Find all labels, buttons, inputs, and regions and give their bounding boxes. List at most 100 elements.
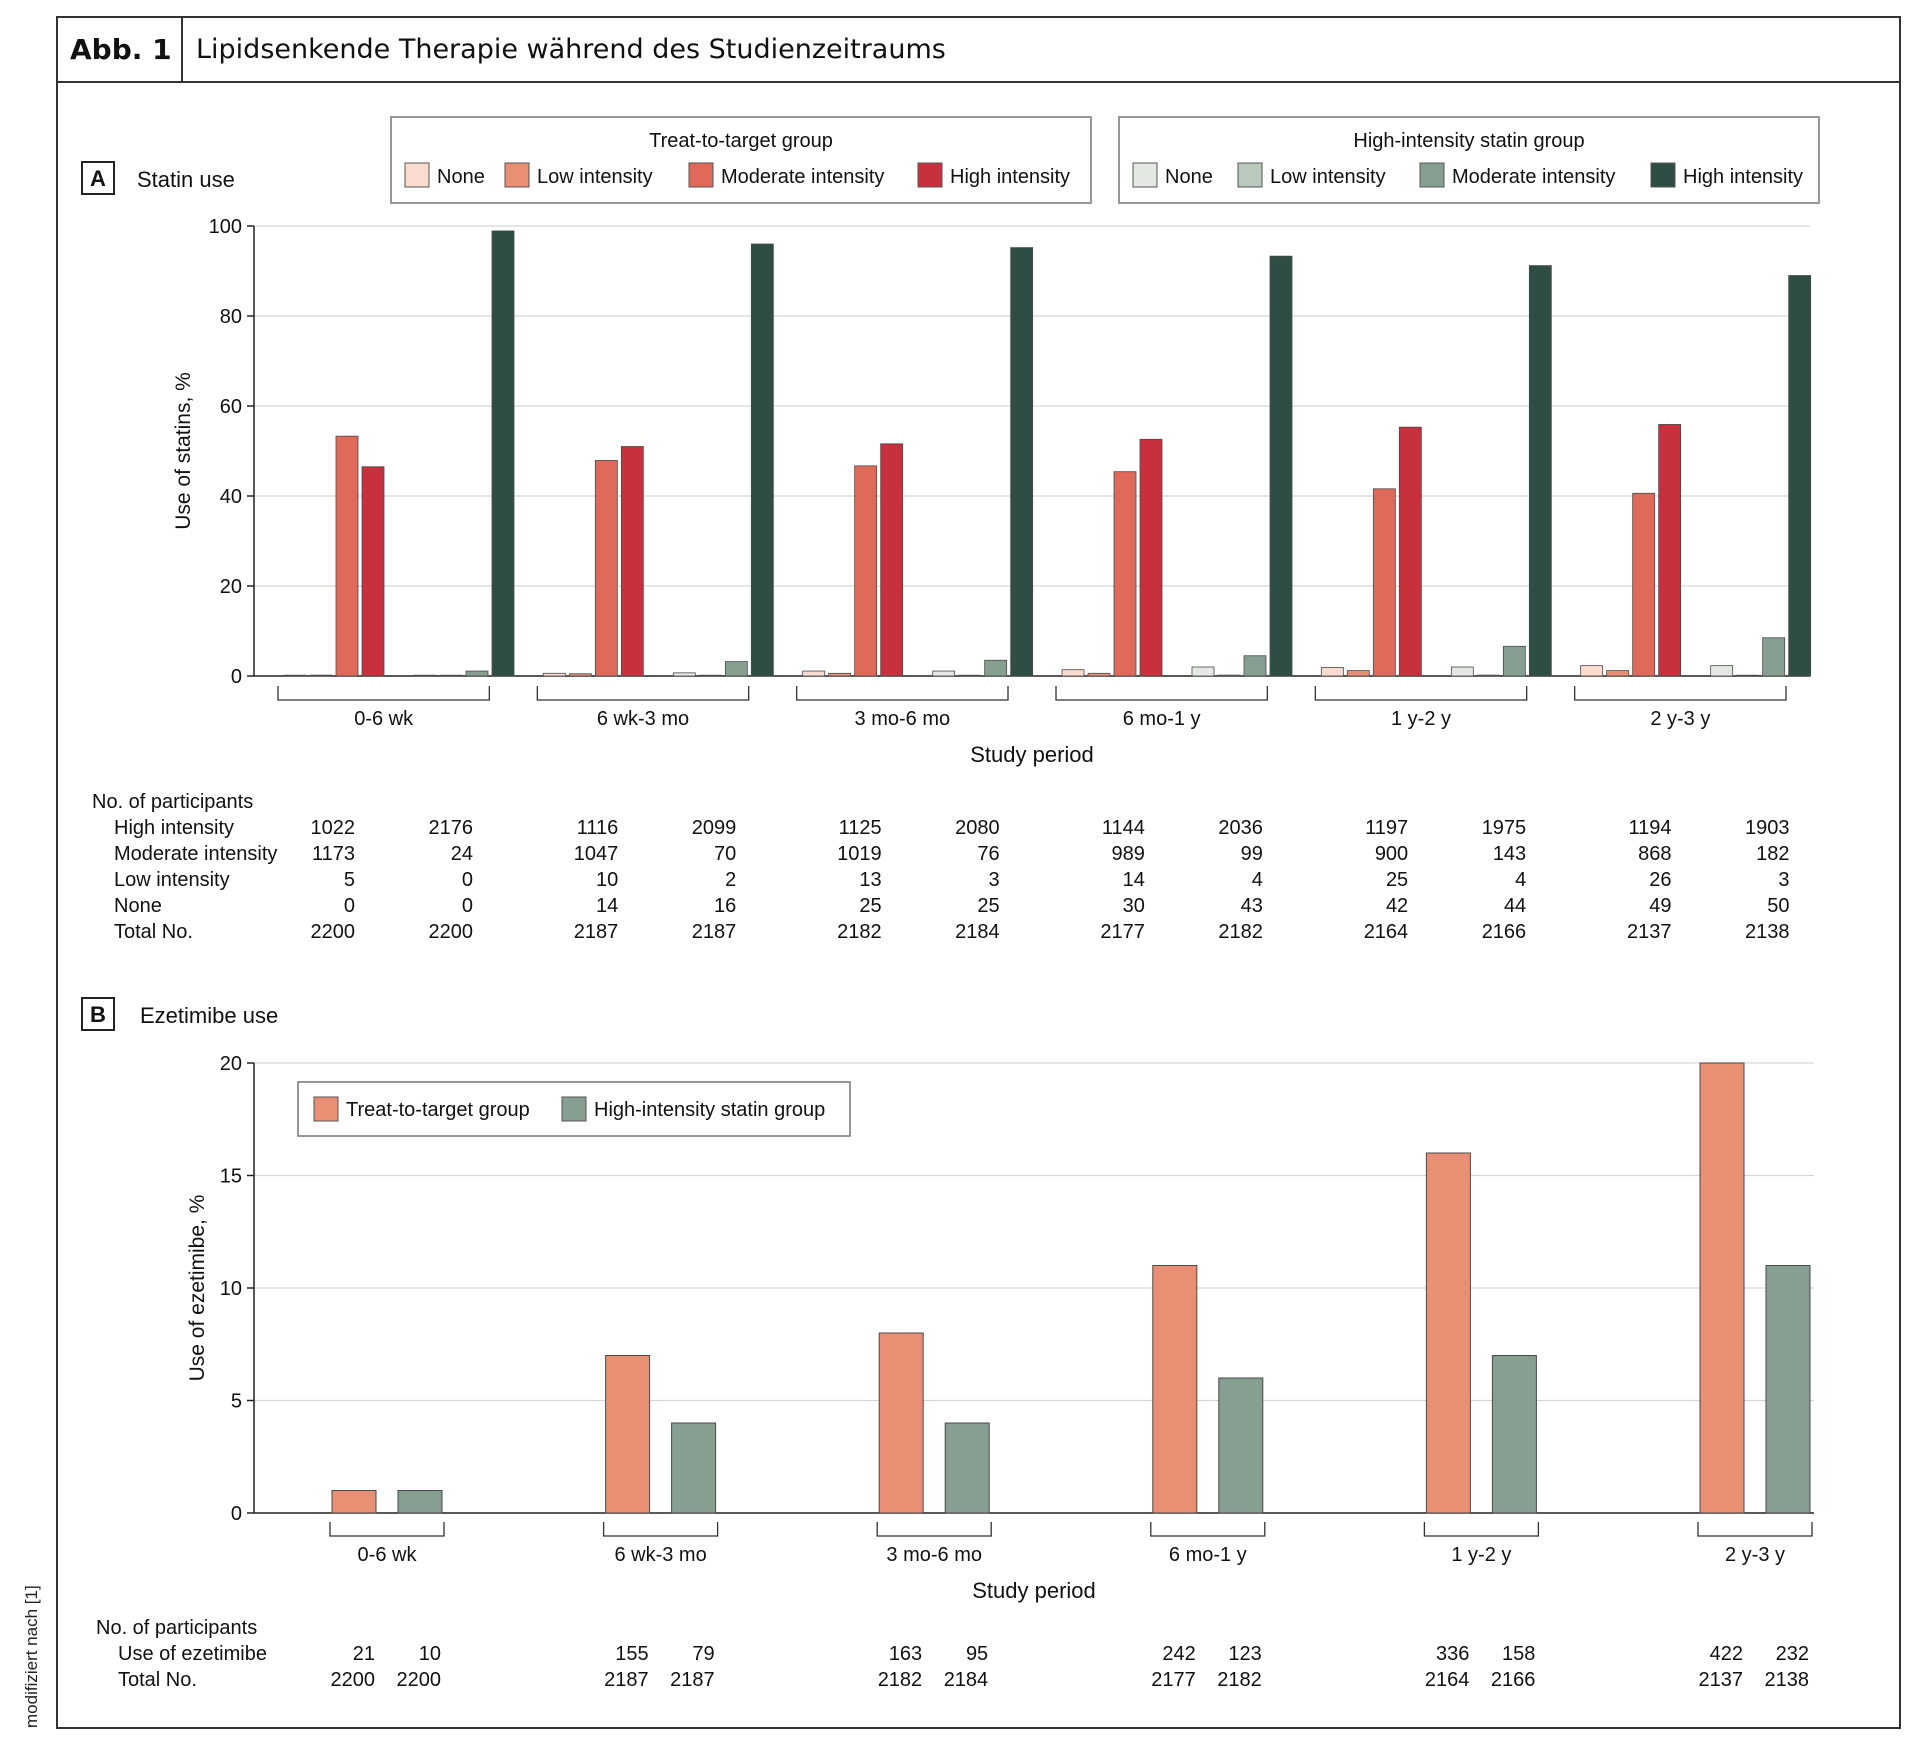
panel-b-bar <box>1218 1377 1264 1514</box>
panel-b-category-bracket <box>329 1522 445 1537</box>
panel-a-ytick-label: 0 <box>231 666 242 688</box>
panel-b-category-bracket <box>1150 1522 1266 1537</box>
panel-a-table-cell: 2182 <box>1218 921 1263 943</box>
panel-b-table-cell: 158 <box>1502 1643 1535 1665</box>
panel-a-category-bracket <box>277 686 490 701</box>
panel-a-table-cell: 2176 <box>429 817 474 839</box>
panel-a-table-cell: 182 <box>1756 843 1789 865</box>
panel-a-legend-swatch <box>917 162 943 188</box>
panel-b-category-label: 2 y-3 y <box>1725 1544 1785 1566</box>
panel-b-legend-entry: Treat-to-target group <box>346 1099 530 1121</box>
panel-a-legend-swatch <box>1237 162 1263 188</box>
panel-b-title: Ezetimibe use <box>140 1003 278 1028</box>
panel-b-table-cell: 2182 <box>1217 1669 1262 1691</box>
panel-a-category-label: 1 y-2 y <box>1391 708 1451 730</box>
panel-a-table-cell: 24 <box>451 843 473 865</box>
panel-b-category-label: 6 wk-3 mo <box>614 1544 706 1566</box>
panel-b-table-cell: 155 <box>615 1643 648 1665</box>
panel-b-legend-entry: High-intensity statin group <box>594 1099 825 1121</box>
panel-a-legend-entry: Low intensity <box>537 166 653 188</box>
panel-a-table-cell: 0 <box>344 895 355 917</box>
panel-a-bar <box>672 672 696 677</box>
panel-a-legend-entry: Moderate intensity <box>1452 166 1615 188</box>
panel-b-category-bracket <box>1697 1522 1813 1537</box>
panel-b-ylabel: Use of ezetimibe, % <box>186 1195 209 1382</box>
panel-a-bar <box>1191 666 1215 677</box>
panel-a-ytick-label: 100 <box>209 216 242 238</box>
panel-a-legend-1 <box>1118 116 1820 204</box>
panel-a-legend-entry: Moderate intensity <box>721 166 884 188</box>
panel-a-category-bracket <box>1574 686 1787 701</box>
panel-a-table-cell: 2200 <box>311 921 356 943</box>
panel-b-table-cell: 2137 <box>1699 1669 1744 1691</box>
panel-a-bar <box>1502 645 1526 677</box>
panel-a-bar <box>568 673 592 677</box>
panel-a-xlabel: Study period <box>970 742 1094 767</box>
panel-a-legend-0 <box>390 116 1092 204</box>
panel-a-legend-swatch <box>1650 162 1676 188</box>
panel-a-table-cell: 49 <box>1649 895 1671 917</box>
panel-a-bar <box>309 674 333 677</box>
panel-a-table-cell: 2166 <box>1482 921 1527 943</box>
panel-a-legend-swatch <box>1419 162 1445 188</box>
panel-a-bar <box>335 435 359 677</box>
panel-a-legend-title: Treat-to-target group <box>649 130 833 152</box>
panel-a-bar <box>802 670 826 677</box>
panel-a-category-bracket <box>536 686 750 701</box>
panel-b-category-label: 3 mo-6 mo <box>886 1544 982 1566</box>
panel-a-table-row-label: Moderate intensity <box>114 843 277 865</box>
panel-b-table-cell: 2177 <box>1151 1669 1196 1691</box>
panel-a-bar <box>984 659 1008 677</box>
panel-a-bar <box>620 446 644 677</box>
panel-a-table-cell: 25 <box>1386 869 1408 891</box>
panel-a-bar <box>750 243 774 677</box>
panel-a-ytick-label: 60 <box>220 396 242 418</box>
panel-a-table-cell: 143 <box>1493 843 1526 865</box>
panel-a-category-label: 6 wk-3 mo <box>597 708 689 730</box>
panel-b-bar <box>1152 1265 1198 1514</box>
panel-b-bar <box>944 1422 990 1514</box>
panel-a-table-cell: 2187 <box>692 921 737 943</box>
panel-a-table-cell: 76 <box>977 843 999 865</box>
panel-a-category-label: 6 mo-1 y <box>1123 708 1201 730</box>
panel-a-table-row-label: Low intensity <box>114 869 230 891</box>
panel-a-table-cell: 2 <box>725 869 736 891</box>
panel-a-bar <box>1528 265 1552 677</box>
figure-frame: Abb. 1 Lipidsenkende Therapie während de… <box>56 16 1901 1729</box>
panel-a-bar <box>854 465 878 677</box>
panel-a-category-bracket <box>796 686 1009 701</box>
panel-a-bar <box>1010 247 1034 677</box>
panel-a-title: Statin use <box>137 167 235 192</box>
panel-b-ytick-label: 20 <box>220 1053 242 1075</box>
panel-a-table-cell: 99 <box>1241 843 1263 865</box>
panel-a-bar <box>542 672 566 677</box>
panel-b-table-cell: 21 <box>353 1643 375 1665</box>
panel-a-bar <box>1580 665 1604 677</box>
panel-b-ytick-label: 10 <box>220 1278 242 1300</box>
panel-a-table-cell: 2137 <box>1627 921 1672 943</box>
panel-b-ytick-label: 0 <box>231 1503 242 1525</box>
panel-a-bar <box>1113 471 1137 677</box>
panel-a-bar <box>361 466 385 677</box>
panel-a-table-cell: 1975 <box>1482 817 1527 839</box>
panel-a-table-cell: 14 <box>1123 869 1145 891</box>
panel-b-table-cell: 163 <box>889 1643 922 1665</box>
panel-b-table-cell: 2182 <box>878 1669 923 1691</box>
panel-a-table-cell: 900 <box>1375 843 1408 865</box>
figure-header: Abb. 1 Lipidsenkende Therapie während de… <box>58 18 1899 83</box>
panel-a-category-label: 2 y-3 y <box>1650 708 1710 730</box>
panel-b-bar <box>1491 1355 1537 1514</box>
panel-a-table-cell: 10 <box>596 869 618 891</box>
panel-a-table-cell: 2080 <box>955 817 1000 839</box>
panel-b-label: B <box>90 1002 106 1027</box>
panel-a-legend-entry: High intensity <box>950 166 1070 188</box>
panel-b-ytick-label: 5 <box>231 1391 242 1413</box>
panel-a-table-row-label: High intensity <box>114 817 234 839</box>
panel-b-table-cell: 2138 <box>1765 1669 1810 1691</box>
panel-b-table-cell: 242 <box>1162 1643 1195 1665</box>
panel-b-table-cell: 95 <box>966 1643 988 1665</box>
panel-a-table-row-label: None <box>114 895 162 917</box>
panel-a-legend-title: High-intensity statin group <box>1353 130 1584 152</box>
panel-a-table-cell: 3 <box>988 869 999 891</box>
